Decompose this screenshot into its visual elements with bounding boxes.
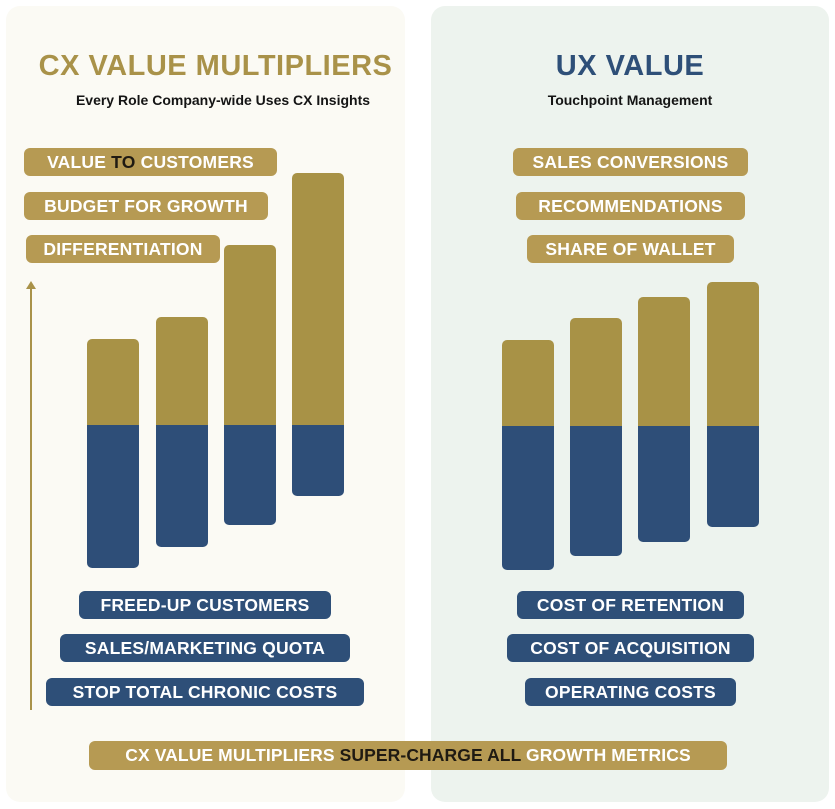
ux-bar-2 — [570, 318, 622, 556]
banner-text: GROWTH METRICS — [521, 745, 691, 765]
ux-label-sales-conversions: SALES CONVERSIONS — [513, 148, 748, 176]
banner-text: CX VALUE MULTIPLIERS — [125, 745, 340, 765]
ux-bar-1 — [502, 340, 554, 570]
cx-label-freed-up-customers: FREED-UP CUSTOMERS — [79, 591, 331, 619]
bar-cost-segment — [156, 425, 208, 547]
banner-highlight: SUPER-CHARGE ALL — [339, 745, 522, 765]
ux-panel — [431, 6, 829, 802]
ux-label-cost-of-retention: COST OF RETENTION — [517, 591, 744, 619]
bar-growth-segment — [292, 173, 344, 425]
ux-label-cost-of-acquisition: COST OF ACQUISITION — [507, 634, 754, 662]
ux-title: UX VALUE — [555, 50, 705, 82]
cx-subtitle: Every Role Company-wide Uses CX Insights — [75, 92, 371, 108]
label-text: VALUE — [47, 152, 112, 172]
label-highlight: TO — [111, 152, 136, 172]
ux-bar-3 — [638, 297, 690, 542]
ux-bar-4 — [707, 282, 759, 527]
bar-cost-segment — [570, 426, 622, 556]
growth-arrow-line — [30, 287, 32, 710]
bar-cost-segment — [87, 425, 139, 568]
ux-label-operating-costs: OPERATING COSTS — [525, 678, 736, 706]
cx-label-differentiation: DIFFERENTIATION — [26, 235, 220, 263]
cx-bar-1 — [87, 339, 139, 568]
cx-label-budget-for-growth: BUDGET FOR GROWTH — [24, 192, 268, 220]
cx-label-value-to-customers: VALUE TO CUSTOMERS — [24, 148, 277, 176]
cx-label-sales-marketing-quota: SALES/MARKETING QUOTA — [60, 634, 350, 662]
ux-subtitle: Touchpoint Management — [547, 92, 713, 108]
bar-growth-segment — [224, 245, 276, 425]
label-text: CUSTOMERS — [135, 152, 254, 172]
bar-growth-segment — [570, 318, 622, 426]
bar-cost-segment — [502, 426, 554, 570]
bar-cost-segment — [292, 425, 344, 496]
arrow-up-icon — [26, 281, 36, 289]
cx-title: CX VALUE MULTIPLIERS — [38, 50, 393, 82]
bar-cost-segment — [707, 426, 759, 527]
bar-growth-segment — [502, 340, 554, 426]
bar-growth-segment — [707, 282, 759, 426]
bar-growth-segment — [156, 317, 208, 425]
cx-bar-2 — [156, 317, 208, 547]
summary-banner: CX VALUE MULTIPLIERS SUPER-CHARGE ALL GR… — [89, 741, 727, 770]
bar-growth-segment — [638, 297, 690, 426]
bar-cost-segment — [224, 425, 276, 525]
bar-cost-segment — [638, 426, 690, 542]
ux-label-share-of-wallet: SHARE OF WALLET — [527, 235, 734, 263]
bar-growth-segment — [87, 339, 139, 425]
cx-bar-4 — [292, 173, 344, 496]
ux-label-recommendations: RECOMMENDATIONS — [516, 192, 745, 220]
cx-label-stop-total-chronic-costs: STOP TOTAL CHRONIC COSTS — [46, 678, 364, 706]
cx-bar-3 — [224, 245, 276, 525]
